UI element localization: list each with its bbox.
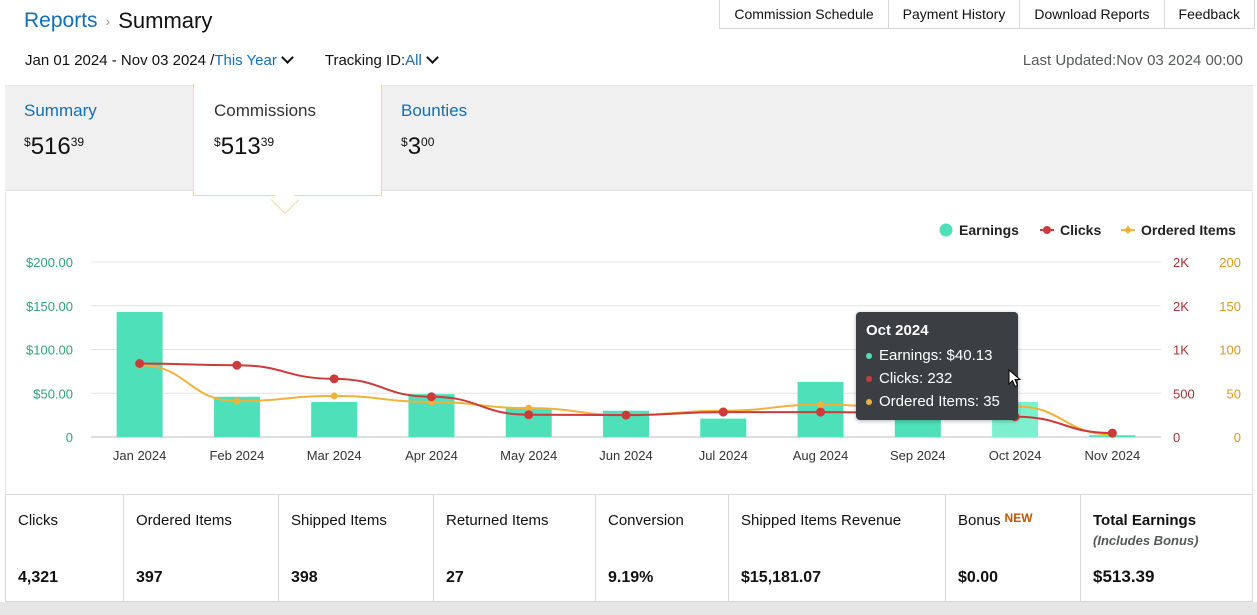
summary-amount: $51639: [24, 133, 85, 160]
clicks-dot-icon: [866, 375, 872, 382]
earnings-chart[interactable]: $200.00 2K 200 $150.00 2K 150 $100.00 1K 100 $50.…: [6, 192, 1254, 494]
legend-label: Earnings: [959, 222, 1019, 238]
right-axis-tick-clicks: 2K: [1173, 299, 1189, 314]
breadcrumb: Reports › Summary: [24, 8, 212, 34]
summary-card[interactable]: Summary $51639: [24, 101, 97, 161]
tab-download-reports[interactable]: Download Reports: [1020, 0, 1165, 29]
tracking-id-label: Tracking ID:: [324, 52, 406, 69]
legend-earnings-icon: [939, 223, 953, 237]
x-axis-tick: Feb 2024: [209, 448, 264, 463]
left-axis-tick: 0: [66, 430, 73, 445]
chart-tooltip: Oct 2024 Earnings: $40.13 Clicks: 232 Or…: [856, 312, 1018, 420]
right-axis-tick-clicks: 500: [1173, 386, 1195, 401]
x-axis-tick: May 2024: [500, 448, 557, 463]
page-title: Summary: [118, 8, 213, 33]
legend-label: Clicks: [1060, 222, 1101, 238]
commissions-amount: $51339: [214, 133, 275, 160]
right-axis-tick-items: 0: [1234, 430, 1241, 445]
left-axis-tick: $100.00: [26, 343, 73, 358]
x-axis-tick: Apr 2024: [405, 448, 458, 463]
ordered-items-point: [330, 392, 338, 400]
right-axis-tick-clicks: 0: [1173, 430, 1180, 445]
clicks-point: [524, 410, 534, 420]
clicks-point: [1107, 428, 1117, 438]
x-axis-tick: Sep 2024: [890, 448, 946, 463]
stat-bonus: Bonus NEW $0.00: [946, 495, 1081, 601]
stat-shipped-items: Shipped Items 398: [279, 495, 434, 601]
stat-conversion: Conversion 9.19%: [596, 495, 729, 601]
left-axis-tick: $200.00: [26, 255, 73, 270]
filter-bar: Jan 01 2024 - Nov 03 2024 / This Year Tr…: [25, 51, 445, 69]
ordered-items-point: [233, 397, 241, 405]
right-axis-tick-items: 200: [1219, 255, 1241, 270]
right-axis-tick-items: 100: [1219, 343, 1241, 358]
right-axis-tick-items: 150: [1219, 299, 1241, 314]
legend-clicks-icon: [1043, 226, 1051, 234]
commissions-card[interactable]: Commissions $51339: [193, 84, 382, 196]
new-badge: NEW: [1004, 511, 1033, 525]
left-axis-tick: $50.00: [33, 386, 73, 401]
ordered-items-point: [817, 401, 825, 409]
stat-shipped-items-revenue: Shipped Items Revenue $15,181.07: [729, 495, 946, 601]
breadcrumb-separator: ›: [105, 13, 111, 29]
tab-commission-schedule[interactable]: Commission Schedule: [719, 0, 889, 29]
date-range: Jan 01 2024 - Nov 03 2024 /: [25, 52, 215, 69]
stat-clicks: Clicks 4,321: [6, 495, 124, 601]
commissions-label[interactable]: Commissions: [214, 101, 317, 120]
bar-earnings: [116, 311, 163, 437]
tooltip-row-clicks: Clicks: 232: [866, 367, 1008, 390]
clicks-point: [135, 359, 145, 368]
breadcrumb-reports-link[interactable]: Reports: [24, 9, 98, 32]
last-updated: Last Updated:Nov 03 2024 00:00: [1022, 52, 1243, 69]
bounties-label[interactable]: Bounties: [401, 101, 468, 120]
clicks-point: [718, 407, 728, 417]
clicks-point: [329, 374, 339, 384]
x-axis-tick: Mar 2024: [307, 448, 362, 463]
right-axis-tick-clicks: 2K: [1173, 255, 1189, 270]
legend-ordered-items-icon: [1124, 226, 1132, 234]
tracking-id-dropdown[interactable]: All: [405, 52, 422, 69]
summary-band: Summary $51639 Commissions $51339 Bounti…: [5, 84, 1253, 196]
tab-feedback[interactable]: Feedback: [1164, 0, 1255, 29]
ordered-items-point: [525, 404, 533, 412]
period-dropdown[interactable]: This Year: [214, 52, 277, 69]
x-axis-tick: Oct 2024: [989, 448, 1042, 463]
right-axis-tick-clicks: 1K: [1173, 343, 1189, 358]
clicks-point: [621, 410, 631, 420]
tooltip-row-earnings: Earnings: $40.13: [866, 344, 1008, 367]
bar-earnings: [311, 402, 358, 437]
ordered-items-dot-icon: [866, 398, 872, 405]
tooltip-row-ordered-items: Ordered Items: 35: [866, 390, 1008, 413]
tab-payment-history[interactable]: Payment History: [888, 0, 1021, 29]
chevron-down-icon[interactable]: [425, 51, 439, 64]
x-axis-tick: Aug 2024: [793, 448, 849, 463]
legend-label: Ordered Items: [1141, 222, 1236, 238]
x-axis-tick: Jun 2024: [599, 448, 653, 463]
stat-ordered-items: Ordered Items 397: [124, 495, 279, 601]
tooltip-title: Oct 2024: [866, 322, 929, 339]
top-tabs: Commission Schedule Payment History Down…: [719, 0, 1255, 29]
earnings-dot-icon: [866, 352, 872, 359]
bar-earnings: [700, 418, 747, 437]
left-axis-tick: $150.00: [26, 299, 73, 314]
bounties-card[interactable]: Bounties $300: [401, 101, 467, 161]
clicks-point: [426, 392, 436, 402]
right-axis-tick-items: 50: [1227, 386, 1241, 401]
x-axis-tick: Jul 2024: [699, 448, 748, 463]
x-axis-tick: Jan 2024: [113, 448, 167, 463]
summary-label[interactable]: Summary: [24, 101, 97, 120]
clicks-point: [816, 407, 826, 417]
stat-returned-items: Returned Items 27: [434, 495, 596, 601]
bounties-amount: $300: [401, 133, 435, 160]
mouse-cursor-icon: [1008, 369, 1022, 388]
chart-panel: $200.00 2K 200 $150.00 2K 150 $100.00 1K 100 $50.…: [5, 192, 1253, 494]
clicks-point: [232, 360, 242, 370]
x-axis-tick: Nov 2024: [1085, 448, 1141, 463]
stats-row: Clicks 4,321 Ordered Items 397 Shipped I…: [5, 494, 1253, 602]
stat-total-earnings: Total Earnings (Includes Bonus) $513.39: [1093, 512, 1199, 586]
chevron-down-icon[interactable]: [280, 51, 294, 64]
